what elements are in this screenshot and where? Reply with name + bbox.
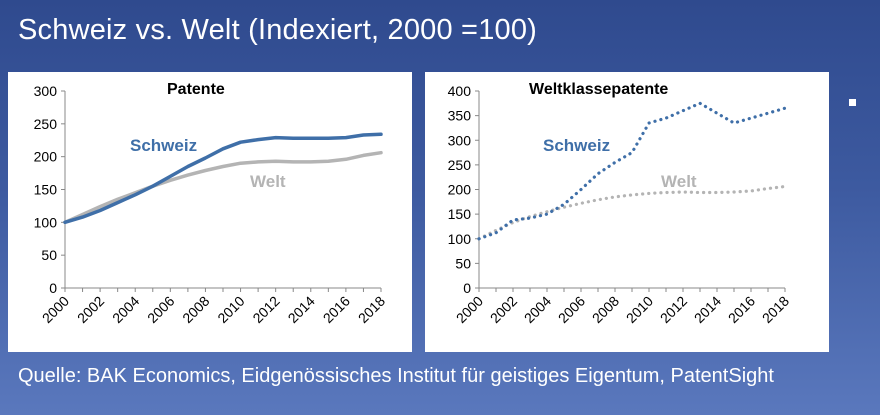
x-tick-label: 2018	[759, 293, 792, 326]
y-tick-label: 300	[448, 132, 472, 148]
y-tick-label: 250	[448, 157, 472, 173]
y-tick-label: 150	[448, 206, 472, 222]
x-tick-label: 2006	[555, 293, 588, 326]
x-tick-label: 2018	[355, 293, 388, 326]
series-line-welt	[63, 150, 383, 225]
y-tick-label: 50	[455, 255, 471, 271]
series-line-welt	[477, 184, 787, 241]
x-tick-label: 2002	[487, 293, 520, 326]
x-tick-label: 2000	[453, 293, 486, 326]
chart-title: Patente	[167, 81, 225, 98]
y-tick-label: 150	[34, 182, 58, 198]
slide-title: Schweiz vs. Welt (Indexiert, 2000 =100)	[18, 14, 538, 46]
x-tick-label: 2016	[725, 293, 758, 326]
y-tick-label: 0	[463, 280, 471, 296]
y-tick-label: 0	[49, 280, 57, 296]
chart-panel-patente: Patente 0 50 100 150 200 250 300 2000 2002 2004 200…	[8, 72, 412, 352]
x-tick-label: 2008	[589, 293, 622, 326]
source-note: Quelle: BAK Economics, Eidgenössisches I…	[18, 365, 774, 387]
series-line-schweiz	[477, 101, 787, 241]
x-tick-label: 2004	[109, 293, 142, 326]
x-tick-label: 2016	[320, 293, 353, 326]
x-tick-label: 2012	[249, 293, 282, 326]
y-tick-label: 50	[41, 247, 57, 263]
series-label-schweiz: Schweiz	[543, 136, 610, 155]
y-tick-label: 400	[448, 83, 472, 99]
series-label-schweiz: Schweiz	[130, 136, 197, 155]
x-tick-label: 2002	[74, 293, 107, 326]
x-tick-label: 2010	[214, 293, 247, 326]
x-tick-label: 2014	[691, 293, 724, 326]
y-tick-label: 300	[34, 83, 58, 99]
y-tick-label: 350	[448, 108, 472, 124]
y-tick-label: 200	[448, 182, 472, 198]
x-tick-label: 2006	[144, 293, 177, 326]
x-tick-label: 2014	[285, 293, 318, 326]
chart-weltklassepatente: Weltklassepatente 0 50 100 150 200 250 300 350 40…	[448, 81, 793, 326]
y-tick-label: 100	[448, 231, 472, 247]
x-tick-label: 2012	[657, 293, 690, 326]
y-tick-label: 100	[34, 214, 58, 230]
x-tick-label: 2000	[39, 293, 72, 326]
y-tick-label: 200	[34, 149, 58, 165]
chart-panel-weltklassepatente: Weltklassepatente 0 50 100 150 200 250 300 350 40…	[425, 72, 829, 352]
x-tick-label: 2008	[179, 293, 212, 326]
series-line-schweiz	[63, 132, 383, 225]
series-label-welt: Welt	[661, 172, 697, 191]
y-tick-label: 250	[34, 116, 58, 132]
chart-title: Weltklassepatente	[529, 81, 668, 98]
series-label-welt: Welt	[250, 172, 286, 191]
x-tick-label: 2004	[521, 293, 554, 326]
x-tick-label: 2010	[623, 293, 656, 326]
bullet-marker	[849, 99, 856, 106]
